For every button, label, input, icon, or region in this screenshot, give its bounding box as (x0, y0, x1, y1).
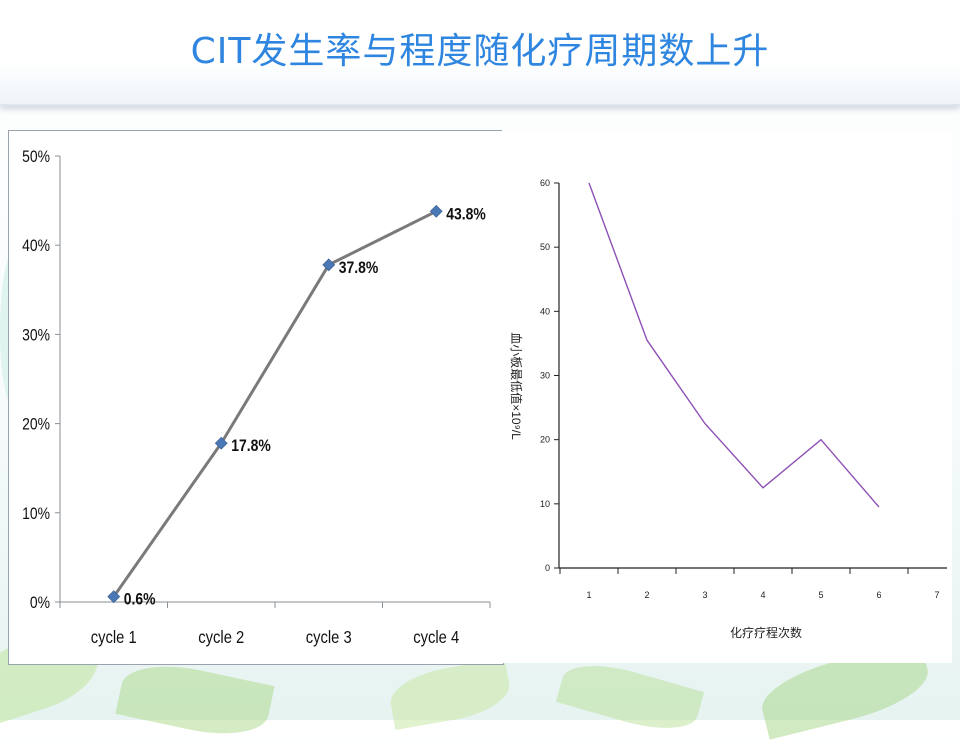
data-label: 37.8% (339, 259, 379, 278)
data-label: 0.6% (124, 590, 156, 609)
y-tick-label: 50 (540, 242, 550, 252)
title-bar: CIT发生率与程度随化疗周期数上升 (0, 0, 960, 106)
y-tick-label: 40% (22, 237, 50, 256)
x-tick-label: 6 (876, 590, 881, 600)
x-tick-label: 7 (934, 590, 939, 600)
data-label: 17.8% (231, 437, 271, 456)
y-tick-label: 20% (22, 415, 50, 434)
y-tick-label: 10 (540, 499, 550, 509)
data-point-marker (429, 204, 443, 218)
platelet-nadir-chart-panel: 0 10 20 30 40 50 60 1 2 3 4 5 6 7 化疗疗程次数 血小板最低值×10⁹/… (502, 130, 952, 663)
x-tick-label: 1 (586, 590, 591, 600)
y-tick-label: 40 (540, 306, 550, 316)
x-tick-label: cycle 4 (413, 628, 459, 648)
data-point-marker (322, 258, 336, 272)
y-tick-label: 50% (22, 148, 50, 167)
platelet-nadir-chart: 0 10 20 30 40 50 60 1 2 3 4 5 6 7 化疗疗程次数 血小板最低值×10⁹/… (509, 178, 947, 640)
x-tick-label: cycle 3 (306, 628, 352, 648)
data-point-marker (214, 436, 228, 450)
cit-incidence-chart-panel: 0% 10% 20% 30% 40% 50% cycle 1 cycle 2 cycle 3 c… (8, 130, 504, 665)
x-tick-label: cycle 1 (91, 628, 137, 648)
y-tick-label: 30 (540, 371, 550, 381)
background-leaf (555, 653, 705, 741)
y-tick-label: 10% (22, 505, 50, 524)
x-axis-label: 化疗疗程次数 (730, 625, 802, 640)
y-axis-label: 血小板最低值×10⁹/L (509, 332, 524, 440)
x-tick-label: cycle 2 (198, 628, 244, 648)
data-label: 43.8% (446, 205, 486, 224)
background-leaf (115, 655, 275, 745)
y-tick-label: 0 (545, 563, 550, 573)
y-tick-label: 20 (540, 435, 550, 445)
slide-title: CIT发生率与程度随化疗周期数上升 (190, 31, 770, 72)
y-tick-label: 0% (30, 594, 50, 613)
y-tick-label: 60 (540, 178, 550, 188)
x-tick-label: 3 (702, 590, 707, 600)
background-leaf (386, 657, 514, 731)
x-tick-label: 5 (818, 590, 823, 600)
y-tick-label: 30% (22, 326, 50, 345)
x-tick-label: 2 (644, 590, 649, 600)
series-line (588, 182, 880, 508)
series-line (112, 209, 437, 598)
data-point-marker (107, 590, 121, 604)
x-tick-label: 4 (760, 590, 765, 600)
cit-incidence-chart: 0% 10% 20% 30% 40% 50% cycle 1 cycle 2 cycle 3 c… (22, 148, 491, 648)
